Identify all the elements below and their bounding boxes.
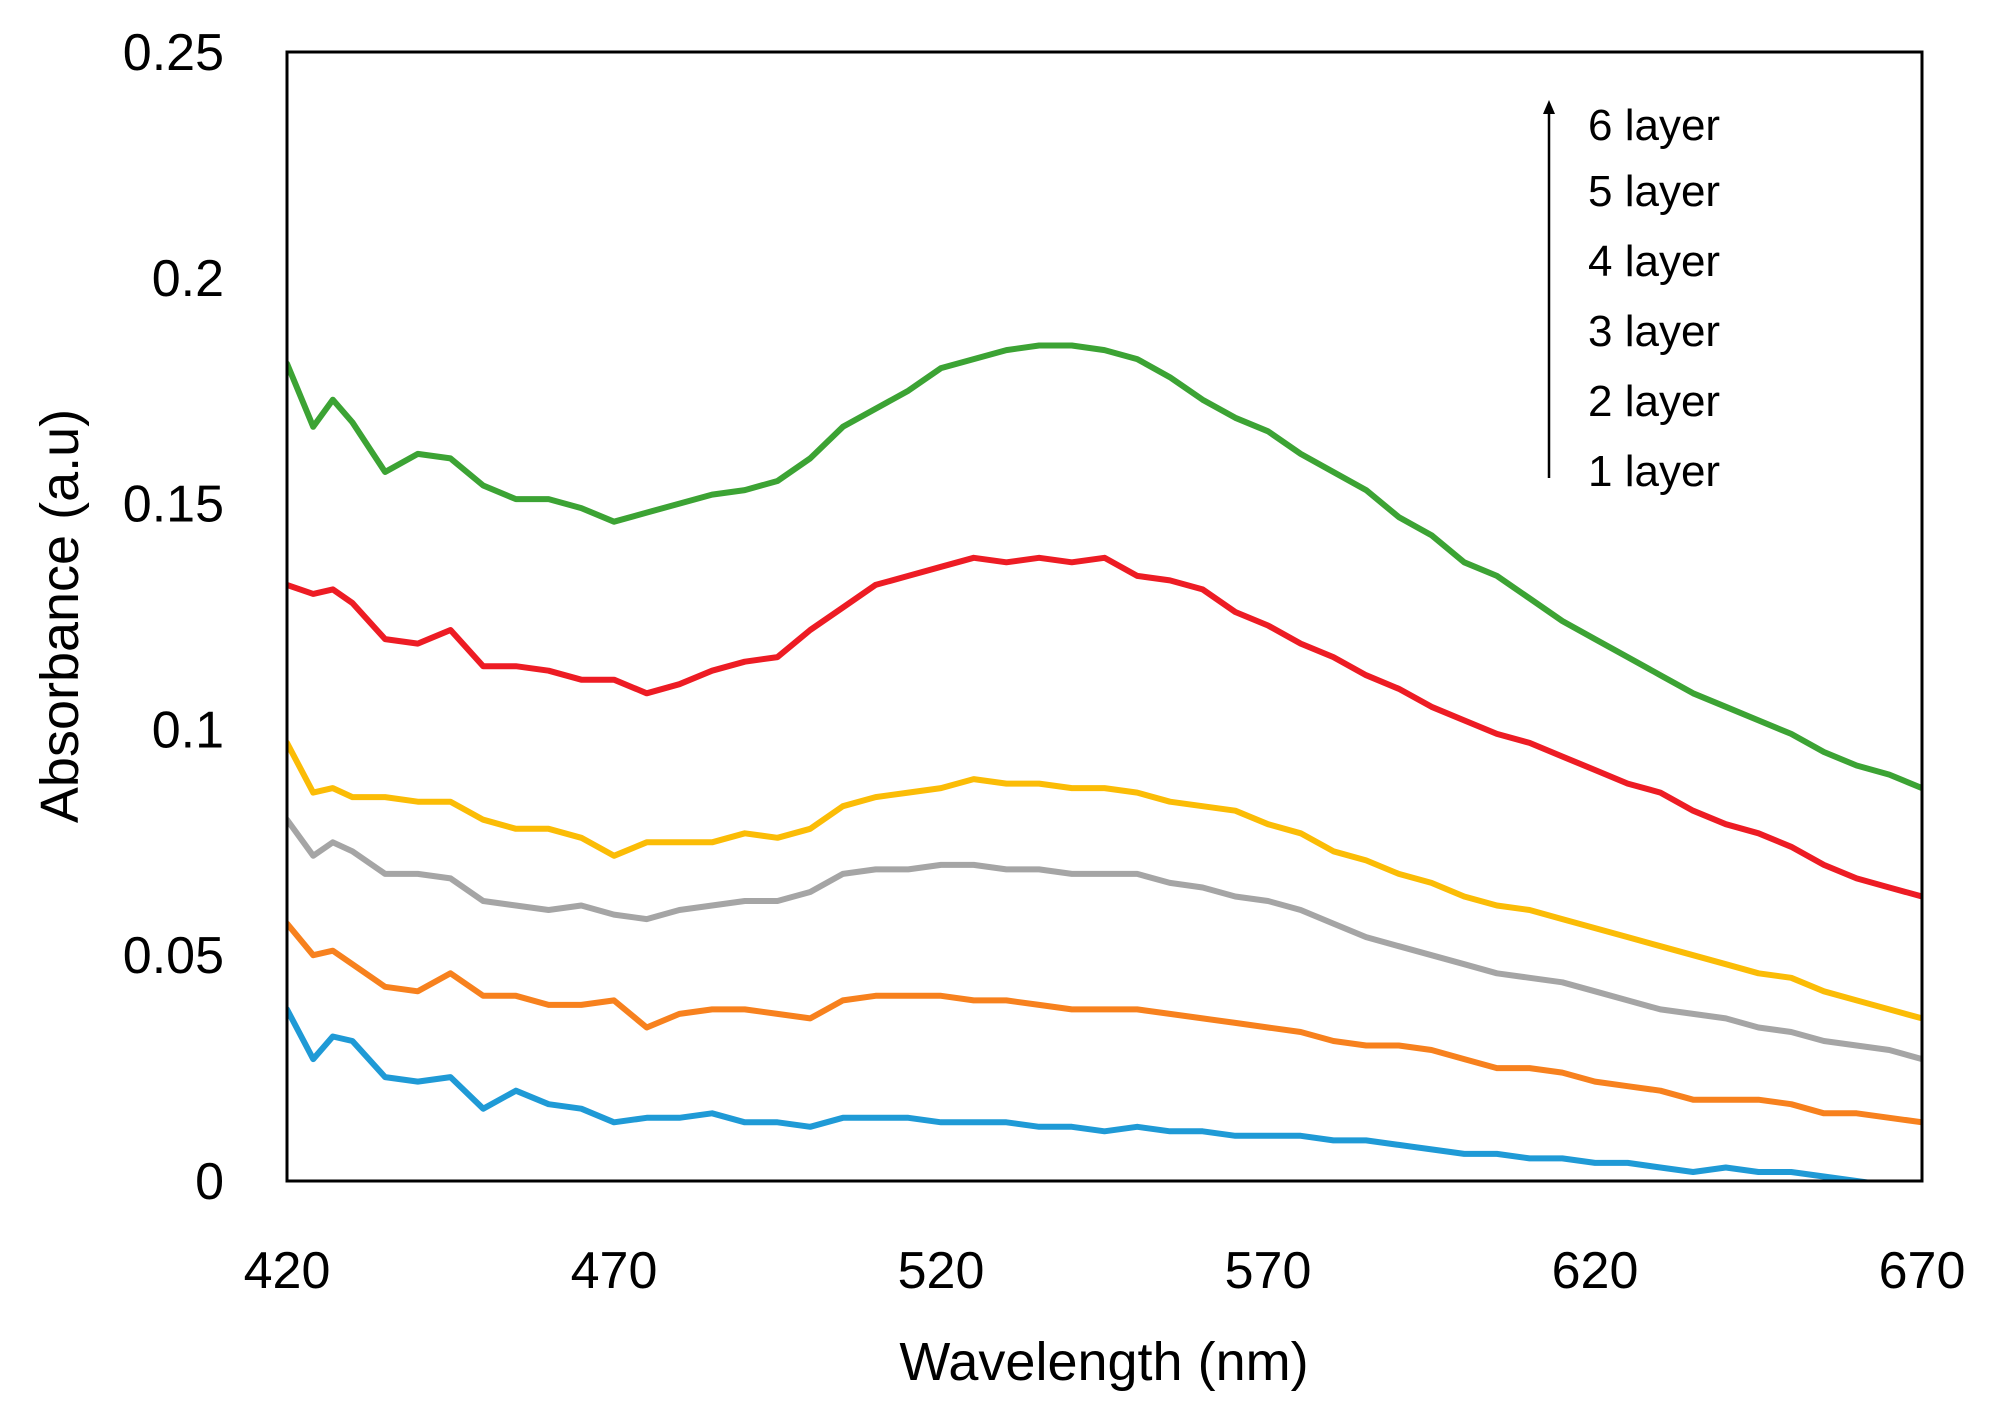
x-tick-label-570: 570 (1225, 1242, 1312, 1300)
x-tick-label-670: 670 (1879, 1242, 1966, 1300)
y-tick-label-0: 0 (195, 1153, 224, 1211)
legend-label-6-layer: 6 layer (1588, 101, 1720, 150)
x-tick-label-620: 620 (1552, 1242, 1639, 1300)
legend: 6 layer 5 layer 4 layer 3 layer 2 layer … (1543, 100, 1720, 496)
legend-label-5-layer: 5 layer (1588, 167, 1720, 216)
x-tick-label-470: 470 (571, 1242, 658, 1300)
plot-area-frame (285, 50, 1924, 1183)
y-tick-label-0.15: 0.15 (123, 476, 224, 534)
x-axis-ticks: 420 470 520 570 620 670 (244, 1242, 1966, 1300)
series-line-5-layer (287, 554, 1922, 900)
series-line-2-layer (287, 920, 1922, 1126)
legend-arrow-head-icon (1543, 100, 1555, 114)
series-line-4-layer (287, 739, 1922, 1022)
y-axis-ticks: 0 0.05 0.1 0.15 0.2 0.25 (123, 24, 224, 1211)
legend-label-3-layer: 3 layer (1588, 307, 1720, 356)
legend-label-4-layer: 4 layer (1588, 237, 1720, 286)
y-tick-label-0.2: 0.2 (152, 250, 224, 308)
y-tick-label-0.25: 0.25 (123, 24, 224, 82)
legend-label-1-layer: 1 layer (1588, 447, 1720, 496)
legend-label-2-layer: 2 layer (1588, 377, 1720, 426)
series-line-3-layer (287, 816, 1922, 1063)
y-tick-label-0.05: 0.05 (123, 927, 224, 985)
x-axis-title: Wavelength (nm) (899, 1332, 1308, 1392)
y-tick-label-0.1: 0.1 (152, 701, 224, 759)
series-group (287, 342, 1922, 1181)
x-tick-label-420: 420 (244, 1242, 331, 1300)
series-line-1-layer (287, 1006, 1879, 1181)
x-tick-label-520: 520 (898, 1242, 985, 1300)
series-line-6-layer (287, 342, 1922, 792)
y-axis-title: Absorbance (a.u) (30, 409, 90, 823)
